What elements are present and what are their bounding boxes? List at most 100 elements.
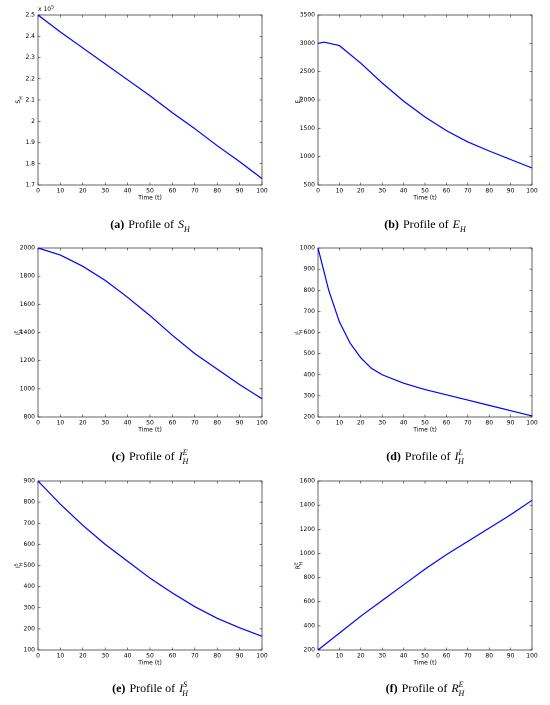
y-tick-label: 1400: [20, 329, 35, 336]
y-tick-label: 1800: [20, 273, 35, 280]
x-tick-label: 50: [146, 653, 154, 660]
y-axis-label: ILH: [293, 330, 304, 335]
caption: (c) Profile of IE H: [112, 448, 190, 466]
caption: (e) Profile of IS H: [112, 680, 189, 698]
x-tick-label: 40: [400, 653, 408, 660]
x-tick-label: 40: [124, 420, 132, 427]
y-tick-label: 400: [304, 371, 316, 378]
x-tick-label: 90: [507, 653, 515, 660]
y-tick-label: 300: [24, 604, 36, 611]
caption-sup: E: [182, 448, 188, 457]
y-tick-label: 1600: [20, 301, 35, 308]
y-tick-label: 1400: [300, 502, 315, 509]
y-label-symbol: S: [15, 100, 22, 104]
y-tick-label: 1.7: [25, 182, 35, 189]
x-axis-label: Time (t): [137, 195, 162, 202]
x-tick-label: 30: [378, 653, 386, 660]
data-line: [37, 247, 263, 400]
y-tick-label: 1200: [300, 526, 315, 533]
data-line: [37, 480, 263, 637]
y-tick-label: 700: [24, 520, 36, 527]
y-tick-label: 2000: [20, 245, 35, 252]
x-tick-label: 30: [101, 420, 109, 427]
x-tick-label: 80: [213, 420, 221, 427]
x-tick-label: 80: [485, 420, 493, 427]
x-tick-label: 70: [191, 653, 199, 660]
y-label-sub: H: [18, 563, 24, 566]
x-tick-label: 70: [464, 188, 472, 195]
caption-tag: (f): [386, 681, 398, 695]
x-tick-label: 0: [316, 653, 320, 660]
x-tick-label: 0: [316, 420, 320, 427]
y-tick-label: 2.1: [25, 97, 35, 104]
y-tick-label: 3000: [300, 40, 315, 47]
y-label-sup: S: [13, 563, 19, 566]
y-label-sub: H: [18, 330, 24, 333]
x-tick-label: 100: [526, 653, 538, 660]
x-tick-label: 20: [79, 188, 87, 195]
x-tick-label: 60: [169, 188, 177, 195]
y-label-symbol: I: [15, 333, 22, 335]
caption-tag: (d): [386, 449, 401, 463]
y-tick-label: 3500: [300, 12, 315, 19]
x-tick-label: 20: [357, 188, 365, 195]
x-tick-label: 30: [101, 653, 109, 660]
x-tick-label: 60: [169, 420, 177, 427]
x-tick-label: 70: [464, 653, 472, 660]
x-tick-label: 90: [507, 420, 515, 427]
x-tick-label: 0: [36, 653, 40, 660]
panel: 0 10 20 30 40 50 60 70 80 90 100 200 300 400 500 600 700…: [293, 245, 538, 467]
caption-symbol: I: [178, 681, 184, 695]
y-tick-label: 1.8: [25, 160, 35, 167]
x-tick-label: 20: [79, 653, 87, 660]
caption: (b) Profile of EH: [384, 217, 467, 234]
y-label-symbol: I: [295, 333, 302, 335]
caption-text: Profile of: [129, 681, 175, 695]
caption-symbol: R: [450, 681, 459, 695]
y-tick-label: 800: [24, 414, 36, 421]
x-tick-label: 50: [421, 420, 429, 427]
x-tick-label: 50: [421, 653, 429, 660]
y-multiplier: x 105: [38, 4, 54, 13]
y-tick-label: 800: [304, 287, 316, 294]
data-line: [37, 14, 263, 180]
caption-symbol: E: [452, 217, 461, 231]
x-tick-label: 80: [485, 653, 493, 660]
y-tick-label: 800: [304, 574, 316, 581]
y-tick-label: 2.5: [25, 12, 35, 19]
x-tick-label: 10: [336, 420, 344, 427]
y-tick-label: 200: [304, 647, 316, 654]
y-tick-label: 1000: [300, 245, 315, 252]
y-tick-label: 2.3: [25, 54, 35, 61]
y-axis-label: IEH: [13, 330, 24, 335]
x-tick-label: 10: [57, 420, 65, 427]
x-axis-label: Time (t): [137, 427, 162, 434]
panel: 0 10 20 30 40 50 60 70 80 90 100 1.7 1.8 1.9 2 2.1 2.2 2.…: [15, 4, 268, 234]
y-tick-label: 200: [24, 625, 36, 632]
x-tick-label: 70: [464, 420, 472, 427]
y-tick-label: 500: [24, 562, 36, 569]
y-tick-label: 600: [304, 329, 316, 336]
panel: 0 10 20 30 40 50 60 70 80 90 100 200 400 600 800 1000 12…: [293, 478, 538, 699]
y-tick-label: 500: [304, 182, 316, 189]
x-tick-label: 20: [357, 653, 365, 660]
caption-sup: S: [183, 680, 187, 689]
x-tick-label: 80: [485, 188, 493, 195]
x-tick-label: 100: [256, 653, 268, 660]
y-tick-label: 300: [304, 392, 316, 399]
x-tick-label: 100: [526, 420, 538, 427]
y-axis-label: REH: [293, 562, 304, 569]
data-line: [317, 247, 533, 417]
x-tick-label: 10: [57, 653, 65, 660]
caption-symbol: S: [178, 217, 184, 231]
caption-sub: H: [459, 225, 467, 234]
caption-tag: (e): [112, 681, 125, 695]
x-tick-label: 40: [400, 420, 408, 427]
y-tick-label: 700: [304, 308, 316, 315]
y-tick-label: 2.2: [25, 75, 35, 82]
plot-area: [37, 480, 263, 651]
multiplier-exp: 5: [51, 4, 54, 10]
x-axis-label: Time (t): [412, 427, 437, 434]
data-line: [317, 499, 533, 651]
x-tick-label: 80: [213, 188, 221, 195]
